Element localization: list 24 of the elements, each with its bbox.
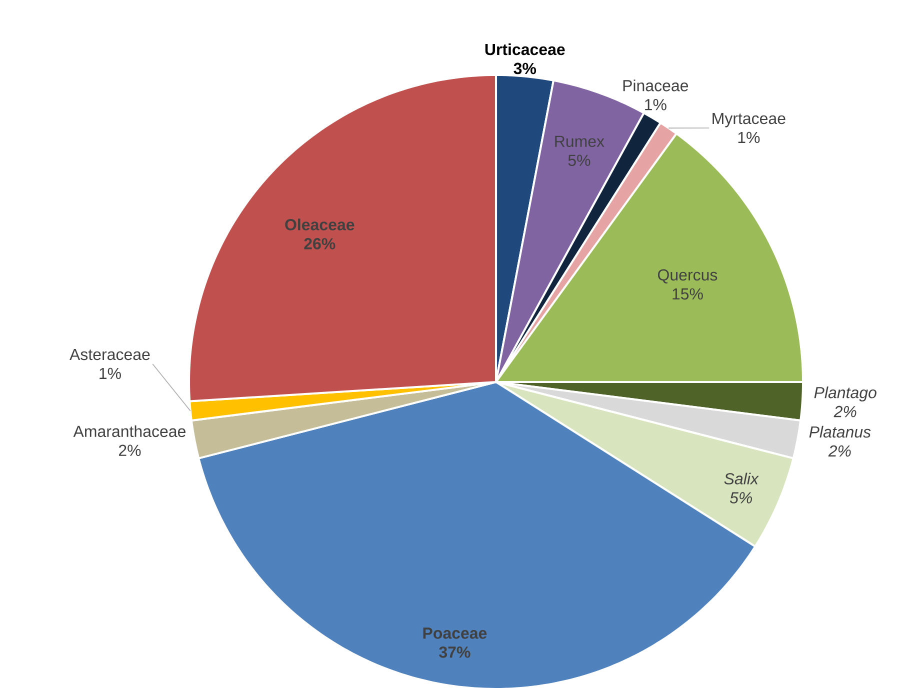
data-label: 5% — [568, 154, 590, 166]
slice-label: Pinaceae — [623, 80, 688, 92]
slice-label: Rumex — [555, 136, 604, 147]
slice-label: Amaranthaceae — [73, 425, 186, 438]
data-label: 2% — [118, 444, 141, 456]
slice-label: Poaceae — [423, 628, 487, 639]
data-label: 3% — [514, 62, 536, 74]
slice-label: Oleaceae — [285, 218, 354, 230]
data-label: 1% — [100, 368, 121, 380]
data-label: 2% — [834, 406, 856, 418]
slice-label: Quercus — [658, 269, 718, 284]
slice-label: Myrtaceae — [712, 112, 786, 128]
data-label: 15% — [672, 288, 703, 300]
data-label: 5% — [730, 492, 752, 504]
slice-label: Platanus — [809, 426, 871, 438]
data-label: 1% — [645, 99, 666, 110]
slice-label: Asteraceae — [70, 348, 150, 360]
slice-label: Urticaceae — [485, 43, 565, 56]
data-label: 26% — [304, 238, 336, 250]
data-label: 37% — [439, 646, 470, 658]
data-label: 1% — [738, 132, 760, 144]
data-label: 2% — [828, 445, 851, 457]
slice-label: Plantago — [814, 386, 876, 402]
slice-label: Salix — [724, 472, 759, 484]
